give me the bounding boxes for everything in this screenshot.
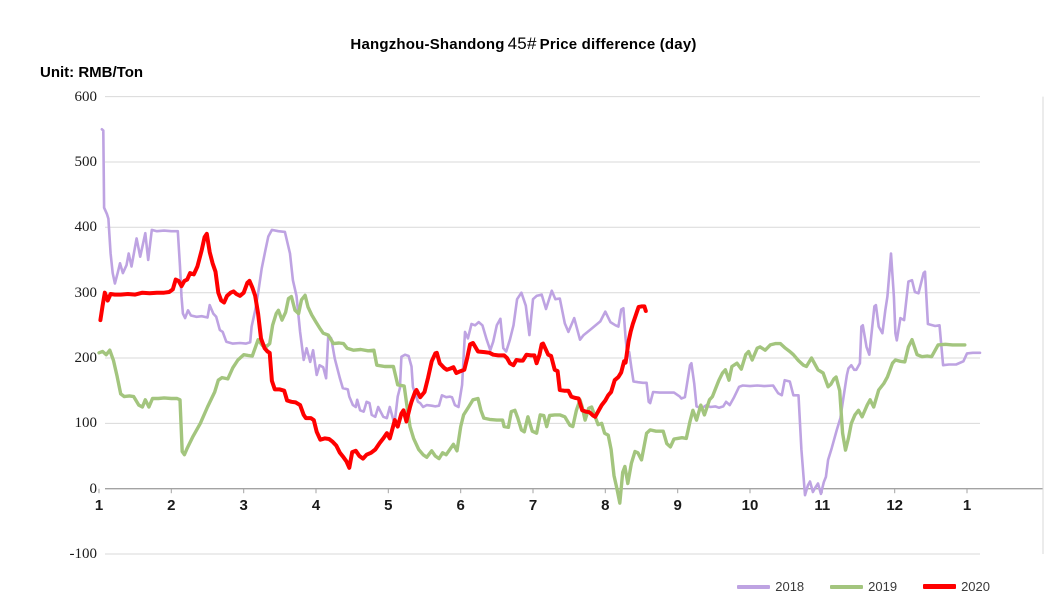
x-axis-label-9: 9 (673, 497, 682, 514)
x-axis-label-7: 7 (528, 497, 538, 514)
series-line-2019 (97, 293, 967, 505)
y-axis-label-400: 400 (74, 219, 98, 236)
chart-title-grade: 45# (507, 34, 537, 53)
x-axis-label-1: 1 (94, 497, 104, 514)
x-axis-label-4: 4 (311, 497, 321, 514)
x-axis-label-6: 6 (456, 497, 465, 514)
x-axis-label-5: 5 (384, 497, 393, 514)
y-axis-label-100: 100 (74, 415, 98, 432)
series-line-2018 (100, 128, 982, 497)
chart-title-left: Hangzhou-Shandong (350, 36, 505, 53)
unit-label: Unit: RMB/Ton (40, 64, 144, 81)
legend-label-2018: 2018 (775, 579, 805, 594)
x-axis-label-10: 10 (741, 497, 759, 514)
y-axis-label-600: 600 (74, 88, 98, 105)
legend-swatch-2018 (737, 584, 771, 589)
x-axis-label-12: 12 (886, 497, 903, 514)
x-axis-label-8: 8 (601, 497, 610, 514)
x-axis-label-13: 1 (962, 497, 972, 514)
y-axis-label-300: 300 (74, 284, 98, 301)
x-axis-label-3: 3 (239, 497, 248, 514)
x-axis-label-11: 11 (814, 497, 831, 514)
legend-label-2020: 2020 (961, 579, 990, 594)
legend-item-2019: 2019 (830, 579, 897, 594)
y-axis-label-500: 500 (74, 153, 98, 170)
series-line-2020 (98, 231, 648, 470)
chart-title-right: Price difference (day) (539, 36, 697, 53)
x-axis-label-2: 2 (167, 497, 176, 514)
legend: 2018 2019 2020 (737, 579, 990, 594)
chart-title: Hangzhou-Shandong 45# Price difference (da… (0, 34, 1047, 54)
legend-label-2019: 2019 (868, 579, 898, 594)
y-axis-label-200: 200 (74, 350, 98, 366)
y-axis-label--100: -100 (69, 546, 98, 563)
legend-item-2018: 2018 (737, 579, 804, 594)
y-axis-label-0: 0 (89, 480, 98, 497)
legend-swatch-2019 (830, 584, 864, 589)
legend-item-2020: 2020 (923, 579, 990, 594)
legend-swatch-2020 (923, 584, 957, 589)
